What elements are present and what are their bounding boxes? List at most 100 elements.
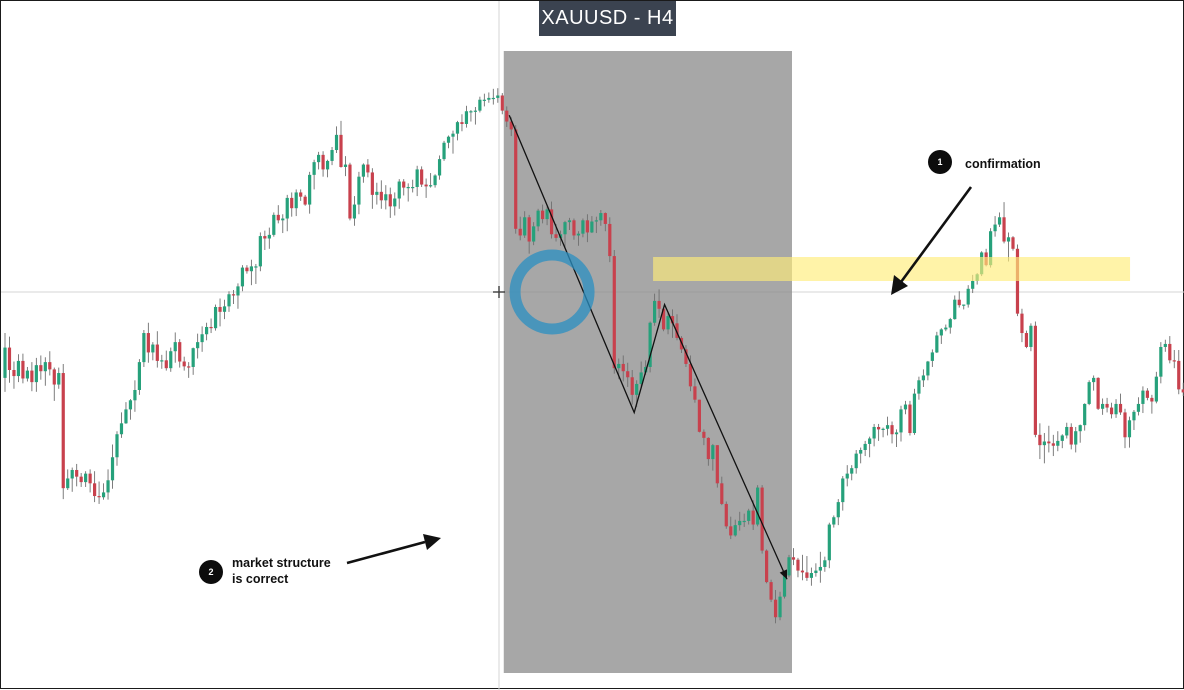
candle-body xyxy=(487,97,491,100)
candle xyxy=(187,362,191,378)
candle xyxy=(1078,424,1082,443)
candle-body xyxy=(657,300,661,309)
candle xyxy=(805,556,809,581)
candle xyxy=(697,399,701,433)
candle xyxy=(854,449,858,474)
candle xyxy=(267,227,271,249)
candle-body xyxy=(773,599,778,618)
candle-body xyxy=(836,502,840,518)
candle xyxy=(706,437,710,466)
candle-body xyxy=(182,361,186,367)
candle xyxy=(1181,382,1184,397)
candle xyxy=(827,522,831,569)
candle xyxy=(935,331,939,354)
candle xyxy=(800,554,805,581)
candle-body xyxy=(240,267,245,287)
candle-body xyxy=(796,559,800,571)
candle xyxy=(1087,380,1091,406)
candle-body xyxy=(791,557,796,560)
candle xyxy=(88,469,92,493)
candle xyxy=(639,361,643,389)
candle xyxy=(733,519,737,537)
candle-body xyxy=(778,596,782,618)
candle xyxy=(1047,425,1051,453)
candle xyxy=(603,212,607,232)
candle xyxy=(868,436,872,458)
candle xyxy=(514,125,518,234)
candle xyxy=(747,508,751,525)
candle-body xyxy=(455,122,460,134)
candle-body xyxy=(742,520,746,523)
candle-body xyxy=(612,256,616,369)
candle xyxy=(303,194,307,206)
candle xyxy=(43,357,47,386)
candle xyxy=(1056,431,1060,452)
candle xyxy=(845,465,849,487)
candle-body xyxy=(782,575,787,597)
candle xyxy=(666,311,670,335)
candle-body xyxy=(133,389,137,401)
candle xyxy=(66,469,70,490)
candle-body xyxy=(863,443,867,450)
candle xyxy=(191,347,195,375)
candle xyxy=(491,88,495,105)
candle xyxy=(1141,386,1145,414)
circle-marker[interactable] xyxy=(509,249,595,335)
candle xyxy=(505,106,509,127)
candle-body xyxy=(738,520,742,526)
candle xyxy=(160,354,164,369)
candle-body xyxy=(523,217,527,236)
candle-body xyxy=(218,306,222,312)
candle xyxy=(657,289,661,318)
candle xyxy=(518,216,522,241)
candle-body xyxy=(859,449,863,454)
candle xyxy=(850,465,854,481)
market-structure-arrow-icon xyxy=(346,534,441,565)
candle xyxy=(599,210,603,226)
candle xyxy=(756,485,760,527)
candle xyxy=(1123,408,1127,449)
candle-body xyxy=(446,136,451,143)
candle xyxy=(151,342,155,361)
candle-body xyxy=(1024,333,1029,347)
candle xyxy=(482,93,486,107)
candle-body xyxy=(509,121,513,130)
candle-body xyxy=(1092,377,1096,383)
candle-body xyxy=(169,351,173,369)
resistance-zone[interactable] xyxy=(653,257,1131,281)
candle-body xyxy=(917,380,921,394)
candle xyxy=(39,355,43,380)
candle xyxy=(675,314,679,341)
candle xyxy=(576,231,581,246)
candle xyxy=(393,192,397,216)
candle-body xyxy=(128,400,133,410)
candle-body xyxy=(1145,390,1149,398)
candle-body xyxy=(1150,397,1154,402)
candle xyxy=(715,445,719,488)
candle-body xyxy=(599,213,603,221)
candle-body xyxy=(325,160,330,170)
candle-body xyxy=(845,473,849,479)
candle-body xyxy=(630,377,634,395)
candle xyxy=(361,163,365,183)
candle-body xyxy=(1168,343,1172,361)
zigzag-arrowhead xyxy=(779,569,787,580)
candle xyxy=(84,471,88,487)
candle-body xyxy=(187,366,191,368)
candle-body xyxy=(957,299,961,306)
candle-body xyxy=(52,369,56,385)
candle xyxy=(249,259,253,286)
candle xyxy=(79,473,83,487)
candle-body xyxy=(567,220,572,223)
candle xyxy=(630,370,634,405)
candle-body xyxy=(334,134,339,151)
candle-body xyxy=(697,399,701,432)
candle xyxy=(240,265,245,292)
candle xyxy=(451,130,455,154)
candle xyxy=(429,173,433,188)
candle xyxy=(294,189,298,217)
candle-body xyxy=(966,288,970,305)
candle-body xyxy=(370,172,374,195)
candle xyxy=(612,250,616,374)
